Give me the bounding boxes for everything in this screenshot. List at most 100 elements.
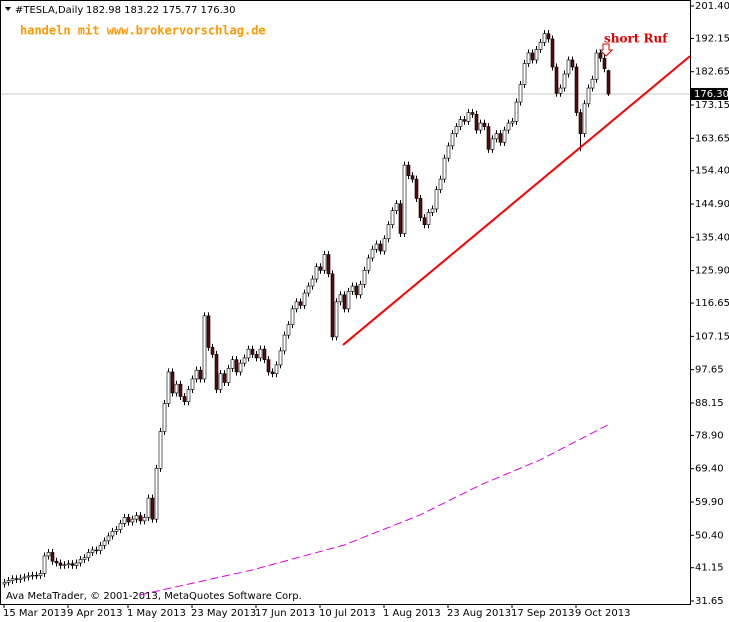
candle-body <box>198 369 203 380</box>
x-tick-label: 1 May 2013 <box>127 608 186 619</box>
candle-body <box>150 497 155 520</box>
candle-body <box>490 138 495 150</box>
candle-body <box>238 362 243 373</box>
candle-body <box>342 294 347 310</box>
x-tick-label: 15 Mar 2013 <box>3 608 66 619</box>
y-tick-label: 69.40 <box>695 464 724 475</box>
x-tick-label: 10 Jul 2013 <box>319 608 376 619</box>
candle-body <box>418 198 423 219</box>
candle-body <box>274 364 279 374</box>
y-tick-label: 41.15 <box>695 563 724 574</box>
y-tick-label: 125.90 <box>695 266 729 277</box>
price-tag <box>691 87 728 100</box>
candle-body <box>22 576 27 579</box>
candle-body <box>354 285 359 296</box>
candle-body <box>218 373 223 390</box>
x-tick-label: 17 Jun 2013 <box>255 608 315 619</box>
candle-body <box>410 175 415 180</box>
candle-body <box>334 301 339 338</box>
candle-body <box>566 59 571 75</box>
candle-body <box>458 119 463 127</box>
candle-body <box>554 66 559 94</box>
candle-body <box>258 348 263 359</box>
x-tick-label: 23 May 2013 <box>191 608 256 619</box>
candle-body <box>62 564 67 566</box>
candle-body <box>266 359 271 373</box>
candle-body <box>318 266 323 271</box>
candle-body <box>130 518 135 523</box>
y-tick-label: 154.40 <box>695 166 729 177</box>
candle-body <box>358 284 363 296</box>
candle-body <box>402 164 407 234</box>
candle-body <box>154 468 159 520</box>
y-tick-label: 192.15 <box>695 33 729 44</box>
candle-body <box>202 315 207 380</box>
candle-body <box>34 574 39 577</box>
candle-body <box>302 292 307 306</box>
candle-body <box>50 552 55 562</box>
candle-body <box>226 368 231 383</box>
candle-body <box>110 531 115 537</box>
candle-body <box>230 359 235 369</box>
candle-body <box>102 540 107 546</box>
candle-body <box>70 563 75 566</box>
candle-body <box>90 549 95 553</box>
candle-body <box>234 359 239 373</box>
candle-body <box>290 308 295 325</box>
candle-body <box>162 403 167 432</box>
candle-body <box>46 552 51 557</box>
candle-body <box>382 238 387 252</box>
candle-body <box>526 52 531 64</box>
candle-body <box>78 559 83 564</box>
candle-body <box>370 248 375 259</box>
candle-body <box>518 84 523 103</box>
candle-body <box>446 145 451 159</box>
candle-body <box>378 243 383 252</box>
candle-body <box>454 126 459 134</box>
candle-body <box>522 63 527 85</box>
candle-body <box>246 348 251 359</box>
candle-body <box>306 285 311 294</box>
candle-body <box>366 257 371 271</box>
x-tick-label: 17 Sep 2013 <box>511 608 574 619</box>
candle-body <box>190 378 195 390</box>
y-tick-label: 50.40 <box>695 530 724 541</box>
menu-icon[interactable] <box>5 7 11 11</box>
candle-body <box>254 354 259 359</box>
candle-body <box>182 396 187 403</box>
candle-body <box>578 112 583 134</box>
candle-body <box>538 42 543 50</box>
candle-body <box>394 203 399 212</box>
candle-body <box>374 243 379 250</box>
candle-body <box>194 369 199 380</box>
candle-body <box>174 383 179 394</box>
candle-body <box>142 517 147 522</box>
candle-body <box>558 87 563 94</box>
candle-body <box>314 266 319 280</box>
candle-body <box>594 52 599 80</box>
candle-body <box>438 178 443 190</box>
candle-body <box>94 549 99 552</box>
candle-body <box>502 129 507 143</box>
candle-body <box>106 535 111 542</box>
candle-body <box>322 254 327 271</box>
candle-body <box>570 59 575 68</box>
candle-body <box>282 334 287 352</box>
candle-body <box>586 87 591 105</box>
y-tick-label: 107.15 <box>695 331 729 342</box>
candle-body <box>98 545 103 552</box>
candle-body <box>474 114 479 131</box>
candle-body <box>114 529 119 532</box>
candle-body <box>330 273 335 338</box>
candle-body <box>326 254 331 275</box>
candle-body <box>138 515 143 522</box>
candle-body <box>486 126 491 150</box>
candle-body <box>118 523 123 530</box>
candle-body <box>390 210 395 226</box>
candle-body <box>506 122 511 131</box>
candle-body <box>574 66 579 113</box>
candle-body <box>206 315 211 348</box>
x-tick-label: 9 Oct 2013 <box>575 608 630 619</box>
candle-body <box>482 122 487 127</box>
